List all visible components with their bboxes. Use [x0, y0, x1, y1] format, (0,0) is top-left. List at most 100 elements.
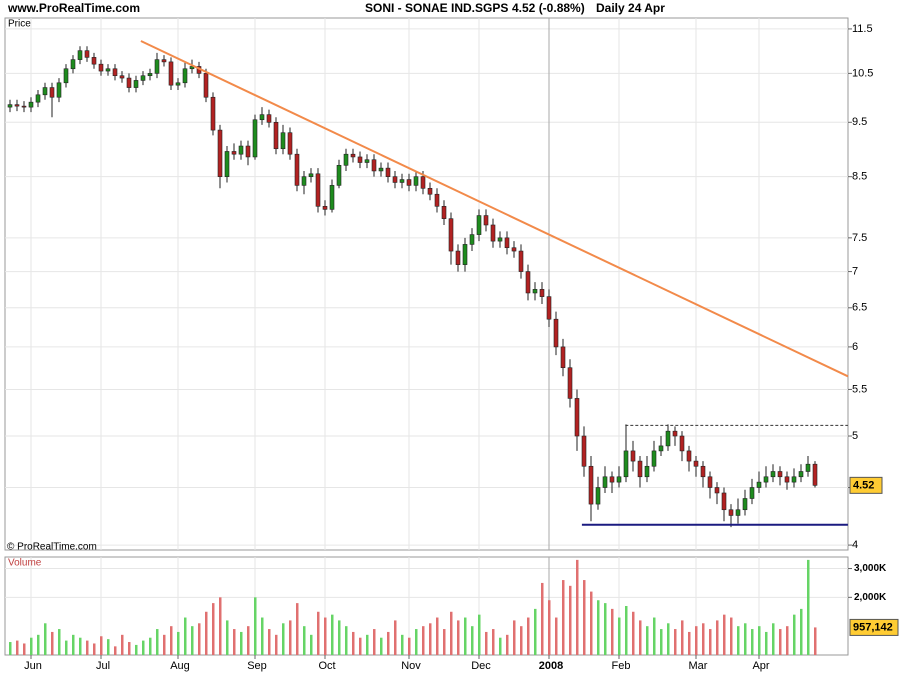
- trendline: [140, 40, 849, 378]
- candle-body: [630, 450, 636, 462]
- volume-bar: [485, 631, 488, 655]
- candle-body: [392, 176, 398, 183]
- candle-body: [728, 509, 734, 516]
- volume-bar: [44, 623, 47, 655]
- last-volume-tag: [849, 618, 899, 636]
- candle-body: [567, 367, 573, 399]
- volume-bar: [394, 620, 397, 655]
- volume-bar: [254, 597, 257, 655]
- y-tick-label: 4: [852, 539, 858, 551]
- x-tick-label: Jul: [96, 660, 110, 672]
- candle-body: [448, 218, 454, 252]
- candle-body: [623, 450, 629, 478]
- volume-bar: [436, 617, 439, 655]
- last-price-tag: [849, 476, 883, 494]
- volume-bar: [247, 626, 250, 655]
- candle-body: [238, 145, 244, 155]
- x-tick-label: Mar: [689, 660, 708, 672]
- candle-body: [119, 75, 125, 79]
- last-price-label: 4.52: [853, 479, 874, 491]
- candle-body: [406, 179, 412, 186]
- candle-body: [721, 492, 727, 511]
- x-tick-label: Dec: [471, 660, 491, 672]
- volume-bar: [198, 623, 201, 655]
- volume-bar: [548, 600, 551, 655]
- y-tick-label: 5.5: [852, 383, 867, 395]
- candle-body: [294, 153, 300, 186]
- candle-body: [483, 215, 489, 226]
- candle-body: [189, 66, 195, 70]
- x-tick-label: Apr: [752, 660, 769, 672]
- y-tick-label: 9.5: [852, 116, 867, 128]
- volume-bar: [9, 642, 12, 655]
- candle-body: [539, 289, 545, 297]
- y-tick-label: 5: [852, 430, 858, 442]
- y-tick-label: 6.5: [852, 302, 867, 314]
- volume-bar: [128, 642, 131, 655]
- candle-body: [511, 247, 517, 252]
- candle-body: [147, 73, 153, 77]
- volume-panel: [4, 556, 849, 656]
- volume-bar: [681, 620, 684, 655]
- candle-body: [455, 250, 461, 265]
- candle-body: [224, 151, 230, 177]
- candle-body: [798, 471, 804, 478]
- volume-bar: [149, 637, 152, 655]
- candle-body: [364, 159, 370, 163]
- volume-bar: [93, 643, 96, 655]
- volume-bar: [506, 634, 509, 655]
- candle-body: [560, 346, 566, 369]
- volume-bar: [16, 640, 19, 655]
- candle-body: [469, 234, 475, 245]
- volume-bar: [709, 629, 712, 655]
- volume-bar: [261, 617, 264, 655]
- volume-bar: [156, 629, 159, 655]
- candle-body: [175, 82, 181, 86]
- candle-body: [70, 59, 76, 70]
- volume-bar: [597, 600, 600, 655]
- candle-body: [28, 101, 34, 108]
- volume-bar: [352, 631, 355, 655]
- volume-bar: [380, 637, 383, 655]
- volume-bar: [345, 626, 348, 655]
- volume-bar: [114, 646, 117, 655]
- candle-body: [805, 463, 811, 472]
- candle-body: [182, 68, 188, 84]
- volume-bar: [499, 637, 502, 655]
- candle-body: [49, 87, 55, 98]
- candle-body: [252, 119, 258, 158]
- x-tick-label: Nov: [401, 660, 421, 672]
- volume-bar: [135, 644, 138, 655]
- volume-bar: [625, 606, 628, 655]
- volume-bar: [191, 626, 194, 655]
- volume-bar: [338, 620, 341, 655]
- volume-bar: [779, 629, 782, 655]
- price-panel: [4, 17, 849, 551]
- candle-body: [84, 50, 90, 58]
- volume-bar: [51, 631, 54, 655]
- candle-body: [287, 132, 293, 155]
- volume-bar: [23, 643, 26, 655]
- volume-bar: [639, 620, 642, 655]
- candle-body: [378, 167, 384, 172]
- volume-bar: [275, 634, 278, 655]
- volume-bar: [618, 617, 621, 655]
- candle-body: [686, 450, 692, 462]
- volume-bar: [303, 626, 306, 655]
- volume-bar: [142, 640, 145, 655]
- volume-bar: [555, 617, 558, 655]
- candle-body: [350, 153, 356, 158]
- volume-bar: [800, 608, 803, 655]
- candle-body: [602, 476, 608, 488]
- volume-bar: [450, 611, 453, 655]
- candle-body: [714, 487, 720, 494]
- volume-bar: [807, 559, 810, 655]
- volume-bar: [331, 614, 334, 655]
- candle-body: [203, 73, 209, 98]
- candle-body: [546, 296, 552, 320]
- candle-body: [700, 465, 706, 478]
- volume-bar: [723, 614, 726, 655]
- price-panel-label: Price: [8, 19, 31, 30]
- volume-bar: [65, 640, 68, 655]
